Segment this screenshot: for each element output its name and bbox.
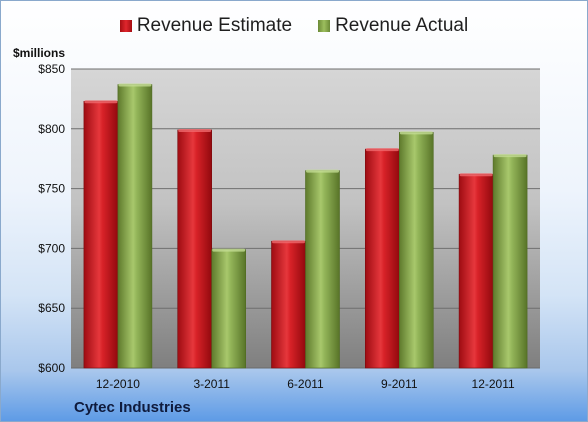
bar-estimate — [271, 240, 306, 369]
bars — [83, 83, 528, 369]
bar-actual-cap — [306, 169, 339, 173]
bar-actual-cap — [493, 154, 527, 158]
bar-estimate-cap — [459, 173, 493, 177]
bar-estimate-cap — [272, 240, 305, 244]
x-axis-ticks: 12-2010 3-2011 6-2011 9-2011 12-2011 — [96, 377, 515, 391]
y-tick-label: $750 — [38, 182, 65, 196]
y-tick-label: $650 — [38, 301, 65, 315]
bar-estimate — [458, 173, 494, 369]
bar-actual — [398, 132, 434, 369]
y-tick-label: $600 — [38, 361, 65, 375]
bar-estimate-cap — [178, 128, 212, 132]
legend-label-estimate: Revenue Estimate — [136, 15, 293, 36]
bar-actual-cap — [399, 131, 433, 135]
y-tick-label: $800 — [38, 122, 65, 136]
legend: Revenue Estimate Revenue Actual — [1, 15, 587, 37]
legend-item-actual: Revenue Actual — [318, 15, 468, 37]
bar-estimate-cap — [84, 100, 118, 104]
x-tick-label: 9-2011 — [381, 377, 418, 391]
legend-label-actual: Revenue Actual — [335, 15, 469, 36]
y-tick-label: $700 — [38, 241, 65, 255]
y-axis-ticks: $600 $650 $700 $750 $800 $850 — [38, 62, 65, 375]
bar-estimate — [83, 100, 119, 369]
bar-actual — [492, 154, 528, 369]
y-tick-label: $850 — [38, 62, 65, 76]
x-tick-label: 6-2011 — [287, 377, 324, 391]
bar-estimate — [364, 148, 400, 369]
bar-actual — [211, 249, 246, 369]
bar-actual-cap — [212, 248, 246, 252]
bar-actual-cap — [118, 83, 152, 87]
legend-swatch-actual — [318, 20, 331, 32]
company-name: Cytec Industries — [74, 399, 191, 416]
legend-item-estimate: Revenue Estimate — [119, 15, 293, 37]
bar-estimate-cap — [365, 148, 399, 152]
bar-actual — [305, 170, 340, 369]
legend-swatch-estimate — [119, 20, 132, 32]
x-tick-label: 12-2010 — [96, 377, 140, 391]
x-tick-label: 3-2011 — [193, 377, 230, 391]
bar-actual — [117, 84, 153, 369]
bar-estimate — [177, 129, 212, 369]
y-axis-unit-label: $millions — [13, 46, 66, 60]
x-tick-label: 12-2011 — [472, 377, 515, 391]
